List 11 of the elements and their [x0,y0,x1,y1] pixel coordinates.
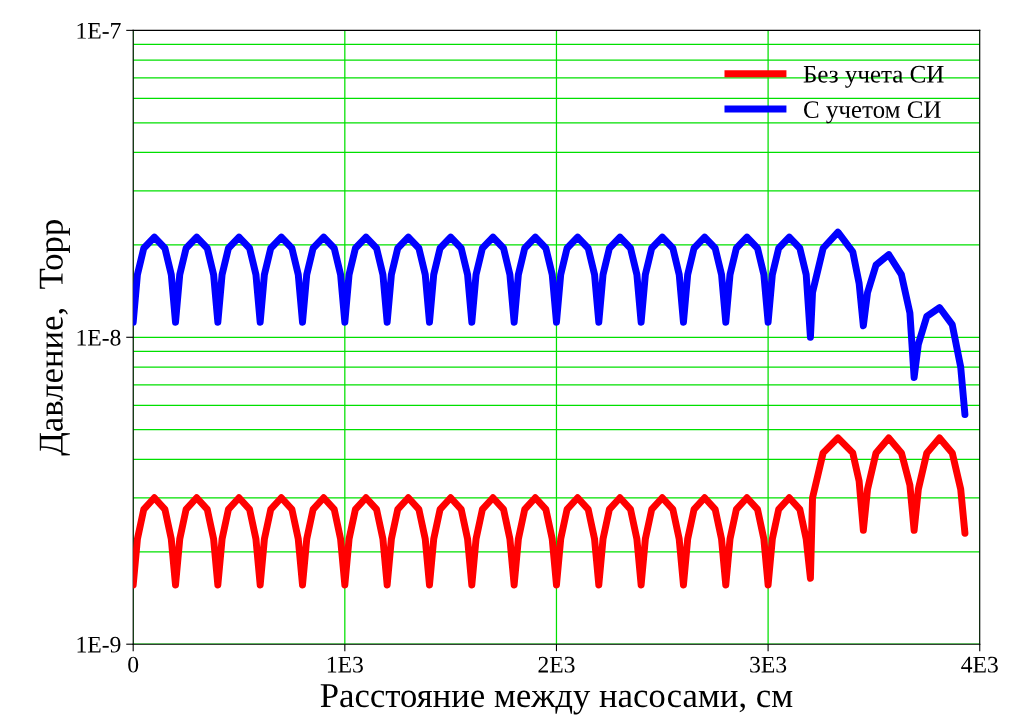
x-tick-label: 0 [128,656,139,673]
x-tick-label: 1E3 [327,656,363,673]
y-tick-label: 1E-9 [77,636,121,653]
y-tick-label: 1E-8 [77,329,121,346]
y-axis-title: Давление, Торр [39,220,70,456]
x-tick-label: 4E3 [961,656,998,673]
x-tick-label: 2E3 [538,656,575,673]
y-tick-label: 1E-7 [77,22,121,39]
x-tick-label: 3E3 [750,656,787,673]
legend-label: С учетом СИ [803,101,941,124]
x-axis-title: Расстояние между насосами, см [320,684,793,715]
